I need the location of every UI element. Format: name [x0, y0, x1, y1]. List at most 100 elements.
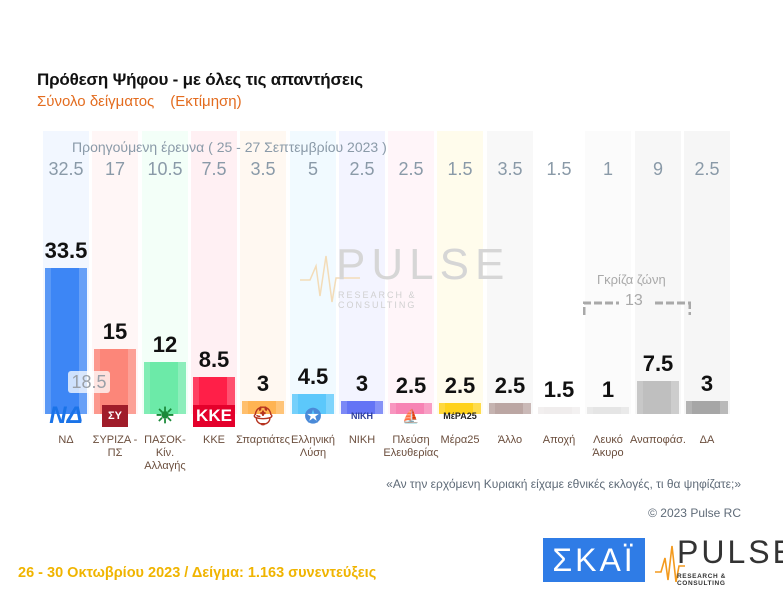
- category-label: Ελληνική Λύση: [290, 434, 336, 459]
- bar: [242, 401, 284, 414]
- bar: [439, 403, 481, 414]
- copyright: © 2023 Pulse RC: [648, 506, 741, 520]
- bar-value: 33.5: [44, 238, 88, 263]
- column-background: [585, 131, 631, 414]
- bar: [390, 403, 432, 414]
- chart-subtitle: Σύνολο δείγματος (Εκτίμηση): [37, 93, 242, 110]
- survey-question: «Αν την ερχόμενη Κυριακή είχαμε εθνικές …: [386, 477, 741, 491]
- bar: [341, 401, 383, 414]
- previous-value: 1.5: [546, 159, 572, 179]
- previous-value: 3.5: [250, 159, 276, 179]
- bar: [144, 362, 186, 414]
- pulse-logo: PULSE RESEARCH & CONSULTING: [655, 534, 783, 587]
- category-label: ΠΑΣΟΚ-Κίν. Αλλαγής: [144, 434, 186, 472]
- column-background: [388, 131, 434, 414]
- party-logo-icon: ΣΥ: [92, 403, 138, 429]
- party-logo-icon: ΝΔ: [43, 402, 89, 429]
- bar-value: 3: [256, 371, 270, 396]
- column-background: [536, 131, 582, 414]
- party-logo-text: ΣΥ: [102, 405, 128, 427]
- previous-value: 7.5: [201, 159, 227, 179]
- bar-value: 2.5: [494, 373, 526, 398]
- party-logo-text: ⛵: [402, 407, 420, 424]
- category-label: Αποχή: [542, 434, 576, 446]
- party-logo-icon: ☀: [142, 403, 188, 429]
- category-label: Άλλο: [497, 434, 523, 446]
- previous-value: 3.5: [497, 159, 523, 179]
- bar: [587, 407, 629, 414]
- previous-value: 2.5: [349, 159, 375, 179]
- gray-zone-value: 13: [625, 292, 643, 309]
- category-label: Αναποφάσ.: [630, 434, 686, 446]
- previous-value: 17: [104, 159, 126, 179]
- gray-zone-bracket: 13: [583, 292, 691, 315]
- bracket-icon: [583, 301, 691, 315]
- watermark-word: PULSE: [336, 240, 511, 289]
- pulse-wave-icon: [300, 255, 360, 303]
- bar-value: 1: [601, 377, 615, 402]
- party-logo-icon: ΚΚΕ: [191, 403, 237, 429]
- column-background: [684, 131, 730, 414]
- party-logo-icon: ⛵: [388, 403, 434, 429]
- party-logo-text: ☀: [155, 403, 175, 428]
- bar: [637, 381, 679, 414]
- party-logo-text: ΜέΡΑ25: [443, 411, 477, 421]
- subtitle-note: (Εκτίμηση): [170, 93, 242, 110]
- previous-value: 9: [652, 159, 663, 179]
- previous-value: 2.5: [398, 159, 424, 179]
- chart-title: Πρόθεση Ψήφου - με όλες τις απαντήσεις: [37, 70, 363, 89]
- party-logo-text: ⛑: [251, 405, 275, 426]
- bar-value: 15: [102, 319, 128, 344]
- pulse-logo-word: PULSE: [677, 534, 783, 570]
- party-logo-icon: ✪: [290, 403, 336, 429]
- nd-lead-badge: 18.5: [68, 371, 110, 393]
- previous-value: 2.5: [694, 159, 720, 179]
- bar: [686, 401, 728, 414]
- subtitle-main: Σύνολο δείγματος: [37, 93, 155, 110]
- column-background: [437, 131, 483, 414]
- category-label: ΔΑ: [699, 434, 715, 446]
- column-background: [191, 131, 237, 414]
- category-label: ΝΙΚΗ: [348, 434, 376, 446]
- previous-survey-caption: Προηγούμενη έρευνα ( 25 - 27 Σεπτεμβρίου…: [72, 139, 387, 155]
- previous-value: 1.5: [447, 159, 473, 179]
- pulse-logo-sub: RESEARCH & CONSULTING: [677, 573, 726, 587]
- party-logo-text: ΚΚΕ: [193, 405, 235, 427]
- bar-value: 12: [152, 332, 178, 357]
- previous-value: 1: [602, 159, 613, 179]
- bar-value: 8.5: [198, 347, 230, 372]
- previous-value: 5: [307, 159, 318, 179]
- column-background: [487, 131, 533, 414]
- party-logo-text: ΝΙΚΗ: [351, 411, 373, 421]
- watermark-sub: RESEARCH & CONSULTING: [338, 290, 417, 310]
- column-background: [240, 131, 286, 414]
- category-label: ΣΥΡΙΖΑ - ΠΣ: [92, 434, 138, 459]
- previous-value: 10.5: [147, 159, 183, 179]
- previous-value: 32.5: [48, 159, 84, 179]
- category-label: ΝΔ: [58, 434, 74, 446]
- party-logo-icon: ΝΙΚΗ: [339, 403, 385, 429]
- bar-value: 2.5: [395, 373, 427, 398]
- bar-value: 3: [700, 371, 714, 396]
- party-logo-text: ✪: [304, 405, 322, 428]
- bar-value: 7.5: [642, 351, 674, 376]
- bar: [489, 403, 531, 414]
- vote-intention-chart: PULSE RESEARCH & CONSULTING Προηγούμενη …: [43, 131, 730, 472]
- category-label: Μέρα25: [440, 434, 480, 446]
- pulse-wave-icon: [655, 545, 685, 582]
- bar: [292, 394, 334, 414]
- survey-dates-sample: 26 - 30 Οκτωβρίου 2023 / Δείγμα: 1.163 σ…: [18, 565, 377, 581]
- column-background: [635, 131, 681, 414]
- pulse-watermark: PULSE RESEARCH & CONSULTING: [300, 240, 504, 310]
- gray-zone-label: Γκρίζα ζώνη: [597, 272, 666, 287]
- bar-value: 2.5: [444, 373, 476, 398]
- category-label: ΚΚΕ: [202, 434, 225, 446]
- category-label: Πλεύση Ελευθερίας: [383, 434, 439, 459]
- party-logo-text: ΝΔ: [49, 402, 83, 429]
- category-label: Λευκό Άκυρο: [592, 434, 624, 459]
- bar-value: 4.5: [297, 364, 329, 389]
- bar: [538, 407, 580, 414]
- category-label: Σπαρτιάτες: [236, 434, 290, 446]
- column-background: [339, 131, 385, 414]
- party-logo-icon: ΜέΡΑ25: [437, 403, 483, 429]
